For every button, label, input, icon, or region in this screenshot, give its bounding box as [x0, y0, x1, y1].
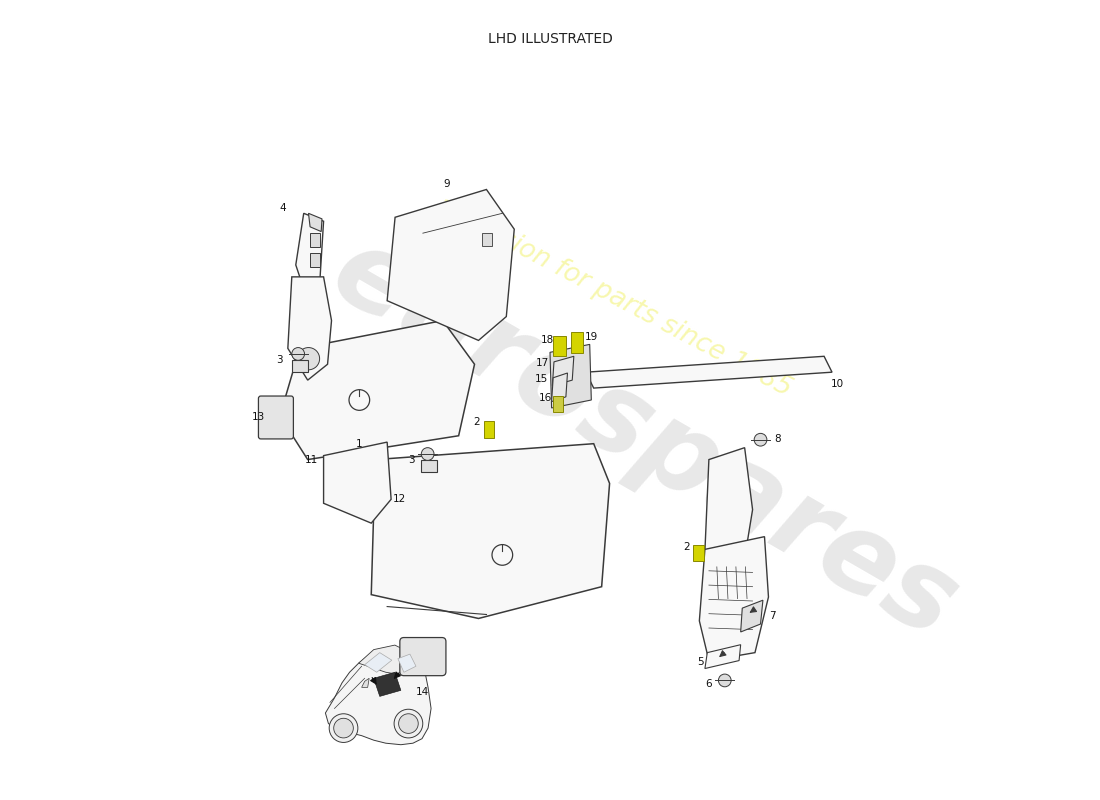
Polygon shape: [374, 672, 400, 697]
Polygon shape: [551, 373, 568, 402]
Polygon shape: [372, 444, 609, 618]
Text: 2: 2: [474, 418, 481, 427]
Bar: [553, 396, 563, 412]
Circle shape: [329, 714, 358, 742]
Text: 8: 8: [774, 434, 781, 444]
Polygon shape: [288, 277, 331, 380]
Polygon shape: [398, 654, 416, 672]
Text: 5: 5: [697, 657, 704, 667]
Text: 10: 10: [830, 379, 844, 389]
Polygon shape: [323, 442, 392, 523]
Polygon shape: [308, 214, 322, 231]
Bar: [310, 253, 320, 267]
Bar: [483, 233, 492, 246]
Polygon shape: [705, 448, 752, 594]
Text: 1: 1: [356, 438, 363, 449]
Circle shape: [394, 710, 422, 738]
Polygon shape: [586, 356, 832, 388]
Circle shape: [755, 434, 767, 446]
Text: 7: 7: [769, 611, 776, 621]
Text: 13: 13: [252, 413, 265, 422]
Text: 11: 11: [305, 455, 318, 466]
Text: a passion for parts since 1985: a passion for parts since 1985: [431, 192, 795, 402]
Polygon shape: [296, 214, 323, 301]
Polygon shape: [552, 356, 574, 386]
Polygon shape: [279, 321, 474, 459]
Text: 6: 6: [705, 679, 712, 690]
Bar: [310, 233, 320, 247]
Circle shape: [292, 347, 305, 360]
Polygon shape: [359, 645, 416, 675]
Circle shape: [718, 674, 732, 686]
Text: LHD ILLUSTRATED: LHD ILLUSTRATED: [487, 31, 613, 46]
Polygon shape: [700, 537, 769, 661]
Polygon shape: [292, 360, 308, 372]
Bar: [571, 333, 583, 353]
Circle shape: [421, 448, 434, 460]
Text: 18: 18: [541, 334, 554, 345]
Bar: [484, 421, 494, 438]
Text: 4: 4: [279, 202, 286, 213]
Text: 3: 3: [276, 355, 283, 366]
Polygon shape: [421, 459, 437, 471]
Text: 14: 14: [416, 687, 429, 698]
Text: 16: 16: [539, 393, 552, 402]
Text: 19: 19: [585, 332, 598, 342]
Text: 12: 12: [393, 494, 406, 504]
Text: 3: 3: [408, 454, 415, 465]
Bar: [553, 336, 565, 356]
Polygon shape: [387, 190, 515, 341]
Text: 15: 15: [535, 374, 548, 384]
Text: 9: 9: [443, 179, 450, 189]
Bar: [693, 546, 704, 562]
Polygon shape: [705, 645, 740, 669]
Circle shape: [398, 714, 418, 734]
Text: 2: 2: [683, 542, 690, 552]
Polygon shape: [550, 344, 592, 408]
Polygon shape: [362, 678, 370, 687]
Polygon shape: [365, 653, 392, 672]
Text: eurospares: eurospares: [315, 218, 977, 662]
Circle shape: [297, 347, 320, 370]
Text: 17: 17: [536, 358, 549, 368]
FancyBboxPatch shape: [400, 638, 446, 676]
Polygon shape: [326, 648, 431, 745]
FancyBboxPatch shape: [258, 396, 294, 439]
Circle shape: [333, 718, 353, 738]
Polygon shape: [740, 600, 763, 632]
